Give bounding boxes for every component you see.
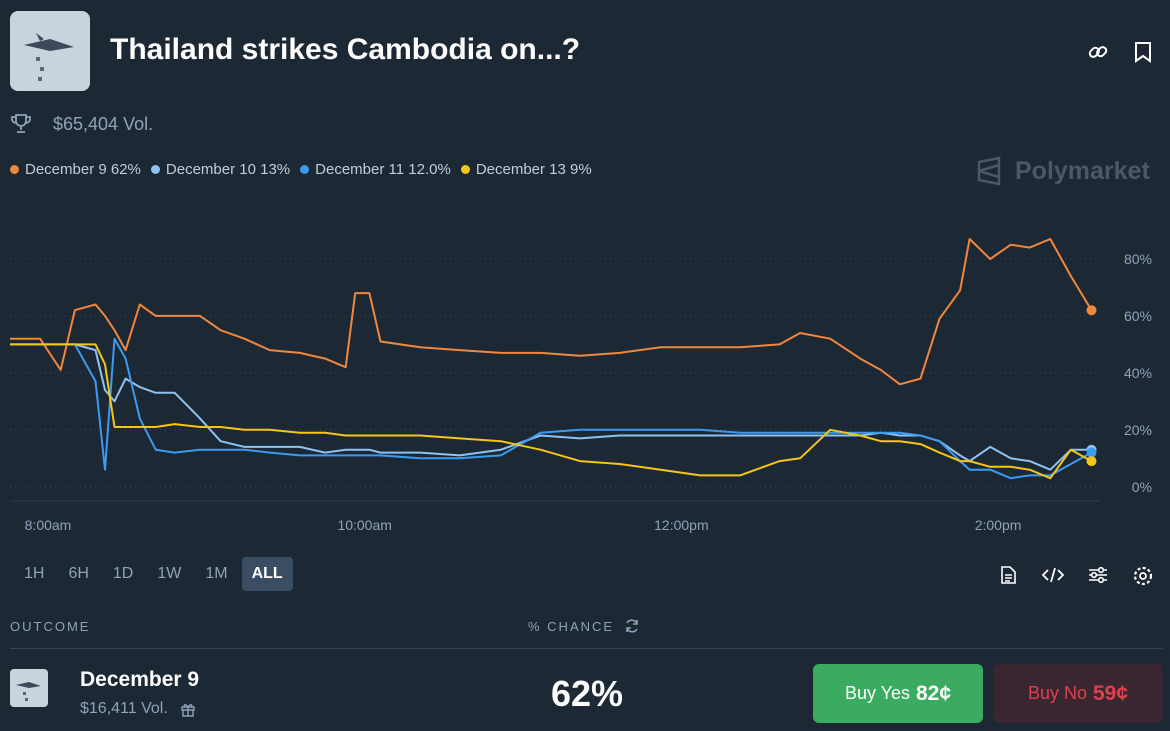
legend-item: December 10 13% (150, 161, 291, 178)
button-price: 82¢ (916, 681, 952, 705)
range-tabs: 1H 6H 1D 1W 1M ALL (14, 557, 293, 591)
jet-icon (24, 33, 74, 81)
range-tab[interactable]: 1M (205, 565, 228, 582)
settings-icon[interactable] (1132, 565, 1154, 587)
series-line (10, 343, 1092, 480)
bookmark-icon[interactable] (1132, 40, 1154, 64)
y-tick-label: 40% (1124, 365, 1152, 381)
legend-dot (300, 165, 310, 174)
x-tick-label: 10:00am (337, 517, 391, 533)
legend-dot (10, 165, 19, 174)
end-point (1086, 447, 1097, 458)
buy-yes-button[interactable]: Buy Yes 82¢ (813, 664, 983, 723)
end-point (1086, 305, 1097, 316)
y-tick-label: 0% (1132, 479, 1152, 495)
button-label: Buy No (1027, 683, 1087, 703)
refresh-icon[interactable] (623, 617, 641, 635)
legend-name: December 11 (315, 161, 405, 178)
legend-dot (460, 165, 470, 174)
range-tab[interactable]: 1H (24, 565, 45, 582)
range-tab[interactable]: 6H (68, 565, 89, 582)
divider (10, 648, 1163, 649)
total-volume: $65,404 Vol. (53, 114, 154, 134)
trophy-icon (11, 114, 31, 133)
y-tick-label: 20% (1124, 422, 1152, 438)
legend-dot (150, 165, 160, 174)
y-tick-label: 80% (1124, 251, 1152, 267)
gift-icon (181, 704, 195, 717)
legend-value: 62% (110, 161, 141, 178)
range-tab[interactable]: ALL (241, 557, 293, 591)
legend-value: 13% (260, 161, 291, 178)
legend-item: December 13 9% (460, 161, 592, 178)
y-tick-label: 60% (1124, 308, 1152, 324)
legend-item: December 9 62% (10, 161, 141, 178)
column-header: % CHANCE (528, 619, 615, 634)
filter-icon[interactable] (1087, 565, 1109, 585)
outcome-volume: $16,411 Vol. (80, 700, 168, 717)
x-tick-label: 8:00am (25, 517, 72, 533)
outcome-image (10, 669, 48, 707)
series-line (10, 337, 1092, 480)
market-title: Thailand strikes Cambodia on...? (110, 33, 581, 66)
series-line (10, 343, 1092, 471)
link-icon[interactable] (1086, 40, 1110, 64)
market-image (10, 11, 90, 91)
range-tab[interactable]: 1W (157, 565, 182, 582)
legend-name: December 10 (165, 161, 256, 178)
x-tick-label: 2:00pm (975, 517, 1022, 533)
embed-icon[interactable] (1042, 565, 1064, 585)
column-header: OUTCOME (10, 619, 91, 634)
outcome-name: December 9 (80, 668, 200, 691)
legend-name: December 13 (475, 161, 566, 178)
range-tab[interactable]: 1D (112, 565, 134, 582)
legend: December 9 62% December 10 13% December 11… (10, 161, 592, 178)
x-tick-label: 12:00pm (654, 517, 708, 533)
end-point (1086, 456, 1097, 467)
button-price: 59¢ (1092, 681, 1129, 705)
doc-icon[interactable] (998, 565, 1018, 585)
series-line (10, 238, 1093, 386)
button-label: Buy Yes (844, 683, 910, 703)
brand-name: Polymarket (1015, 157, 1150, 185)
legend-item: December 11 12.0% (300, 161, 451, 178)
chart: 0% 20% 40% 60% 80% 8:00am 10:00am 12:00pm 2:00pm (10, 238, 1152, 533)
outcome-chance: 62% (551, 673, 624, 714)
jet-icon (16, 682, 41, 701)
buy-no-button[interactable]: Buy No 59¢ (993, 664, 1163, 723)
brand-logo (977, 156, 1001, 186)
legend-value: 12.0% (408, 161, 451, 178)
legend-value: 9% (570, 161, 592, 178)
legend-name: December 9 (25, 161, 107, 178)
